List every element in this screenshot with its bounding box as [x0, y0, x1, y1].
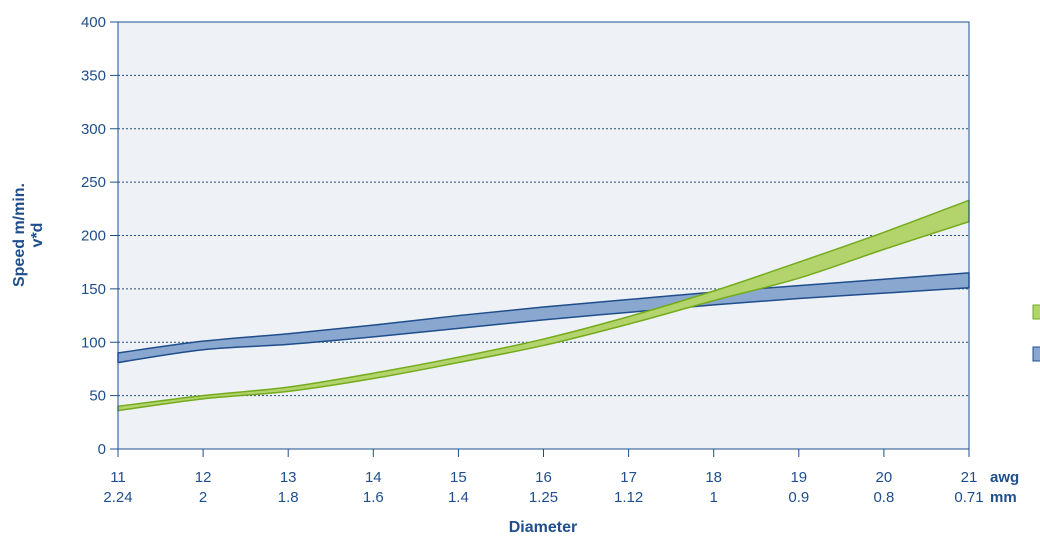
x-tick-labels: 11 2.24 12 2 13 1.8 14 1.6 15 1.4 16 1.25 17 1.12 18 1 1…	[103, 469, 983, 506]
y-tick-label: 100	[81, 334, 106, 351]
y-tick-label: 200	[81, 228, 106, 245]
x-tick-label-awg: 11	[110, 469, 126, 486]
x-tick-label-awg: 15	[450, 469, 467, 486]
x-tick-label-awg: 20	[876, 469, 893, 486]
y-tick-label: 0	[98, 441, 106, 458]
x-tick-label-mm: 1.12	[614, 489, 643, 506]
x-tick-label-awg: 16	[535, 469, 552, 486]
x-tick-label-mm: 1	[710, 489, 718, 506]
x-tick-label-awg: 21	[961, 469, 978, 486]
y-tick-label: 350	[81, 67, 106, 84]
x-tick-label-mm: 2.24	[103, 489, 132, 506]
x-tick-label-mm: 0.8	[873, 489, 894, 506]
y-axis-subtitle: v*d	[29, 223, 46, 248]
y-axis-title: Speed m/min.	[11, 183, 28, 287]
y-tick-label: 400	[81, 14, 106, 31]
legend-swatch-green	[1033, 305, 1040, 319]
x-axis-title: Diameter	[509, 519, 577, 536]
x-tick-label-mm: 1.6	[363, 489, 384, 506]
x-tick-label-awg: 14	[365, 469, 382, 486]
x-tick-label-awg: 13	[280, 469, 297, 486]
awg-unit-label: awg	[990, 469, 1019, 486]
y-tick-labels: 0 50 100 150 200 250 300 350 400	[81, 14, 106, 458]
mm-unit-label: mm	[990, 489, 1017, 506]
x-tick-label-mm: 0.9	[788, 489, 809, 506]
y-tick-label: 50	[89, 388, 106, 405]
x-tick-label-mm: 2	[199, 489, 207, 506]
x-tick-label-awg: 18	[705, 469, 722, 486]
y-tick-label: 300	[81, 121, 106, 138]
x-tick-label-awg: 17	[620, 469, 637, 486]
x-tick-label-awg: 12	[195, 469, 212, 486]
x-tick-label-mm: 1.25	[529, 489, 558, 506]
x-tick-label-mm: 0.71	[954, 489, 983, 506]
y-tick-label: 250	[81, 174, 106, 191]
x-tick-label-mm: 1.4	[448, 489, 469, 506]
x-tick-label-mm: 1.8	[278, 489, 299, 506]
legend-swatch-blue	[1033, 347, 1040, 361]
y-tick-label: 150	[81, 281, 106, 298]
x-tick-label-awg: 19	[790, 469, 807, 486]
legend	[1033, 305, 1040, 361]
